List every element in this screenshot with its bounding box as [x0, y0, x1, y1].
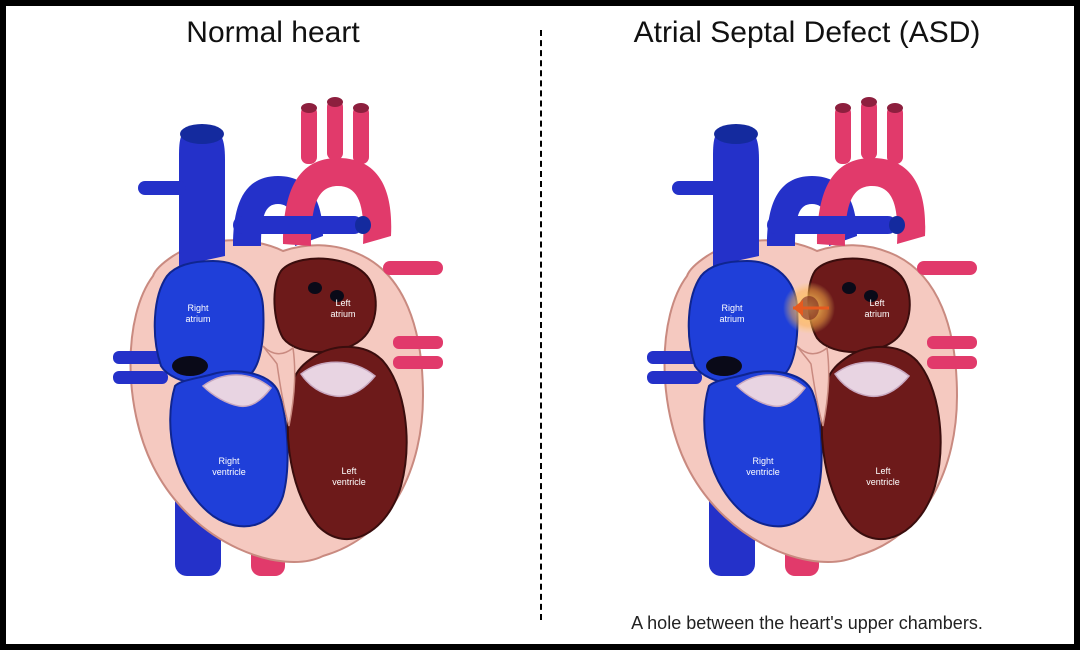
panel-title-normal: Normal heart — [6, 16, 540, 50]
panel-asd: Atrial Septal Defect (ASD) — [540, 6, 1074, 644]
heart-normal: Rightatrium Leftatrium Rightventricle Le… — [83, 86, 463, 586]
panel-caption-asd: A hole between the heart's upper chamber… — [540, 613, 1074, 634]
heart-asd: Rightatrium Leftatrium Rightventricle Le… — [617, 86, 997, 586]
panel-normal: Normal heart — [6, 6, 540, 644]
svg-text:Rightatrium: Rightatrium — [719, 303, 744, 324]
panel-title-asd: Atrial Septal Defect (ASD) — [540, 16, 1074, 50]
svg-text:Rightatrium: Rightatrium — [185, 303, 210, 324]
